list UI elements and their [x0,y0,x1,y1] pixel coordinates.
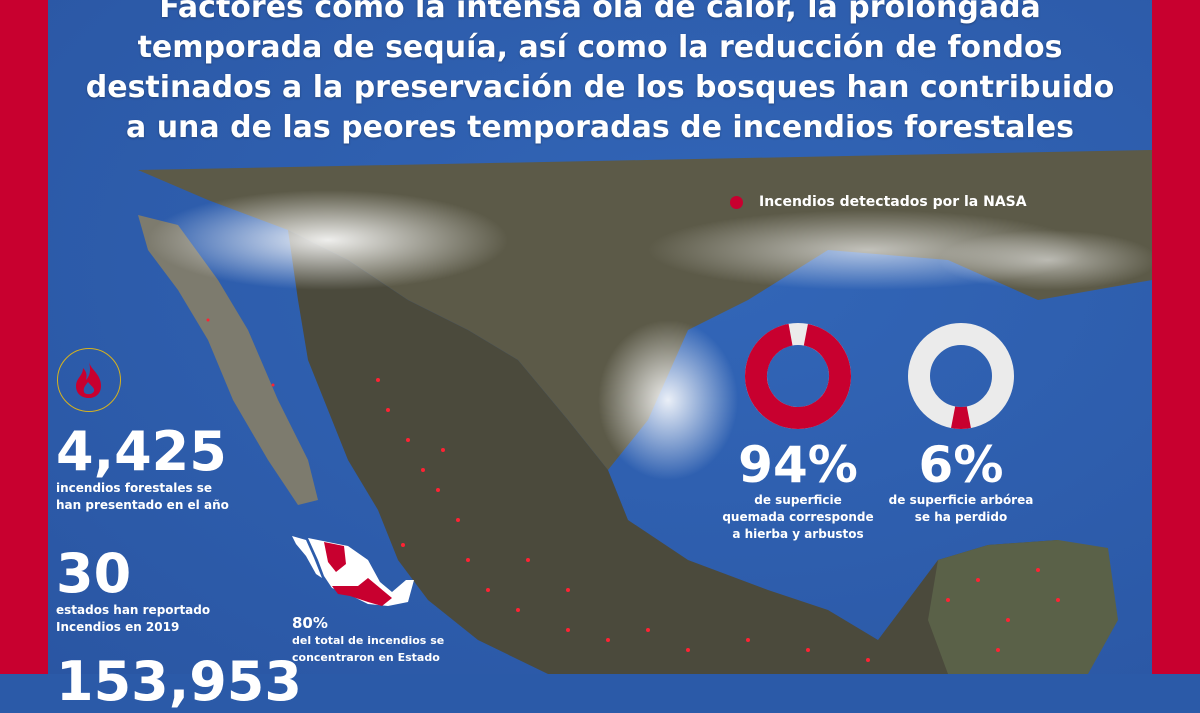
headline-line: temporada de sequía, así como la reducci… [137,30,1063,65]
donut-stat-trees: 6% de superficie arbórea se ha perdido [881,438,1041,526]
concentration-value: 80% [292,614,328,632]
donut-value: 94% [738,436,858,494]
headline-line: destinados a la preservación de los bosq… [85,70,1115,105]
headline: Factores como la intensa ola de calor, l… [48,0,1152,148]
stat-value: 153,953 [56,650,302,713]
stat-hectares: 153,953 [56,654,302,710]
stat-label: Incendios en 2019 [56,620,180,634]
flame-icon [57,348,121,412]
donut-label: de superficie [754,493,842,507]
donut-arc [908,323,1014,429]
mini-mexico-map [292,536,414,606]
fire-dot-icon [730,195,743,209]
stat-label: estados han reportado [56,603,211,617]
donut-label: a hierba y arbustos [732,527,864,541]
stat-label: incendios forestales se [56,481,213,495]
donut-label: de superficie arbórea [888,493,1034,507]
stat-value: 4,425 [56,420,227,483]
stat-fires: 4,425 incendios forestales se han presen… [56,424,229,514]
stat-states: 30 estados han reportado Incendios en 20… [56,546,210,636]
concentration-label: del total de incendios se [292,634,445,647]
concentration-stat: 80% del total de incendios se concentrar… [292,614,444,666]
headline-line: a una de las peores temporadas de incend… [126,110,1074,145]
headline-line: Factores como la intensa ola de calor, l… [159,0,1041,25]
right-red-border [1152,0,1200,674]
left-red-border [0,0,48,674]
donut-label: se ha perdido [914,510,1008,524]
concentration-label: concentraron en Estado [292,651,440,664]
donut-chart-grass [745,323,851,430]
stat-value: 30 [56,542,132,605]
donut-stat-grass: 94% de superficie quemada corresponde a … [718,438,878,543]
donut-track [908,323,1014,429]
donut-value: 6% [918,436,1004,494]
legend-label: Incendios detectados por la NASA [759,194,1027,210]
donut-chart-trees [908,323,1014,429]
map-legend: Incendios detectados por la NASA [730,194,1027,210]
map-land [138,150,1152,674]
stat-label: han presentado en el año [56,498,229,512]
donut-label: quemada corresponde [722,510,874,524]
